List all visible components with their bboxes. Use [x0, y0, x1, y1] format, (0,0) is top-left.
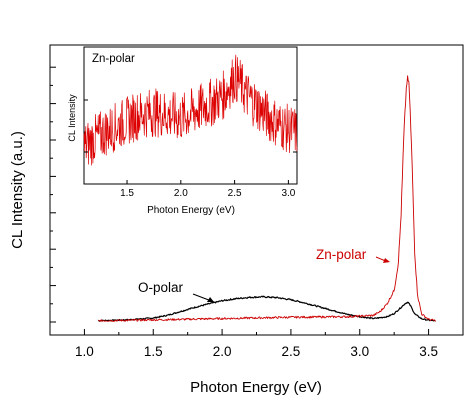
main-series	[98, 75, 436, 322]
main-y-axis-label: CL Intensity (a.u.)	[9, 131, 26, 249]
main-y-ticks	[50, 66, 56, 323]
inset-series	[83, 54, 298, 166]
inset-x-ticks: 1.5 2.0 2.5 3.0	[120, 180, 296, 199]
annotation-zn-polar-label: Zn-polar	[316, 247, 367, 262]
main-x-ticks: 1.0 1.5 2.0 2.5 3.0 3.5	[75, 329, 438, 359]
main-x-axis-label: Photon Energy (eV)	[190, 379, 322, 396]
annotation-o-polar-label: O-polar	[138, 280, 184, 295]
main-x-tick-label: 2.5	[282, 344, 301, 359]
annotation-o-polar-arrowhead	[207, 297, 214, 302]
o-polar-series-line	[98, 295, 436, 322]
main-x-tick-label: 3.0	[350, 344, 369, 359]
main-x-tick-label: 1.5	[144, 344, 163, 359]
inset-x-tick-label: 1.5	[120, 188, 134, 199]
main-panel: 1.0 1.5 2.0 2.5 3.0 3.5 Photon Energy (eV) CL…	[9, 44, 464, 396]
annotation-zn-polar-arrowhead	[383, 258, 390, 263]
main-x-tick-label: 2.0	[213, 344, 232, 359]
inset-panel: 1.5 2.0 2.5 3.0 Zn-polar Photon Energy (eV)…	[67, 46, 298, 216]
inset-y-ticks	[84, 99, 297, 153]
inset-x-tick-label: 3.0	[281, 188, 295, 199]
main-x-tick-label: 1.0	[75, 344, 94, 359]
zn-polar-series-line	[98, 75, 436, 322]
inset-x-tick-label: 2.5	[228, 188, 242, 199]
inset-zn-polar-series-line	[83, 54, 298, 166]
inset-y-axis-label: CL Intensity	[67, 94, 77, 142]
main-x-tick-label: 3.5	[419, 344, 438, 359]
inset-title: Zn-polar	[92, 53, 135, 65]
inset-x-tick-label: 2.0	[174, 188, 188, 199]
inset-x-axis-label: Photon Energy (eV)	[147, 205, 235, 216]
